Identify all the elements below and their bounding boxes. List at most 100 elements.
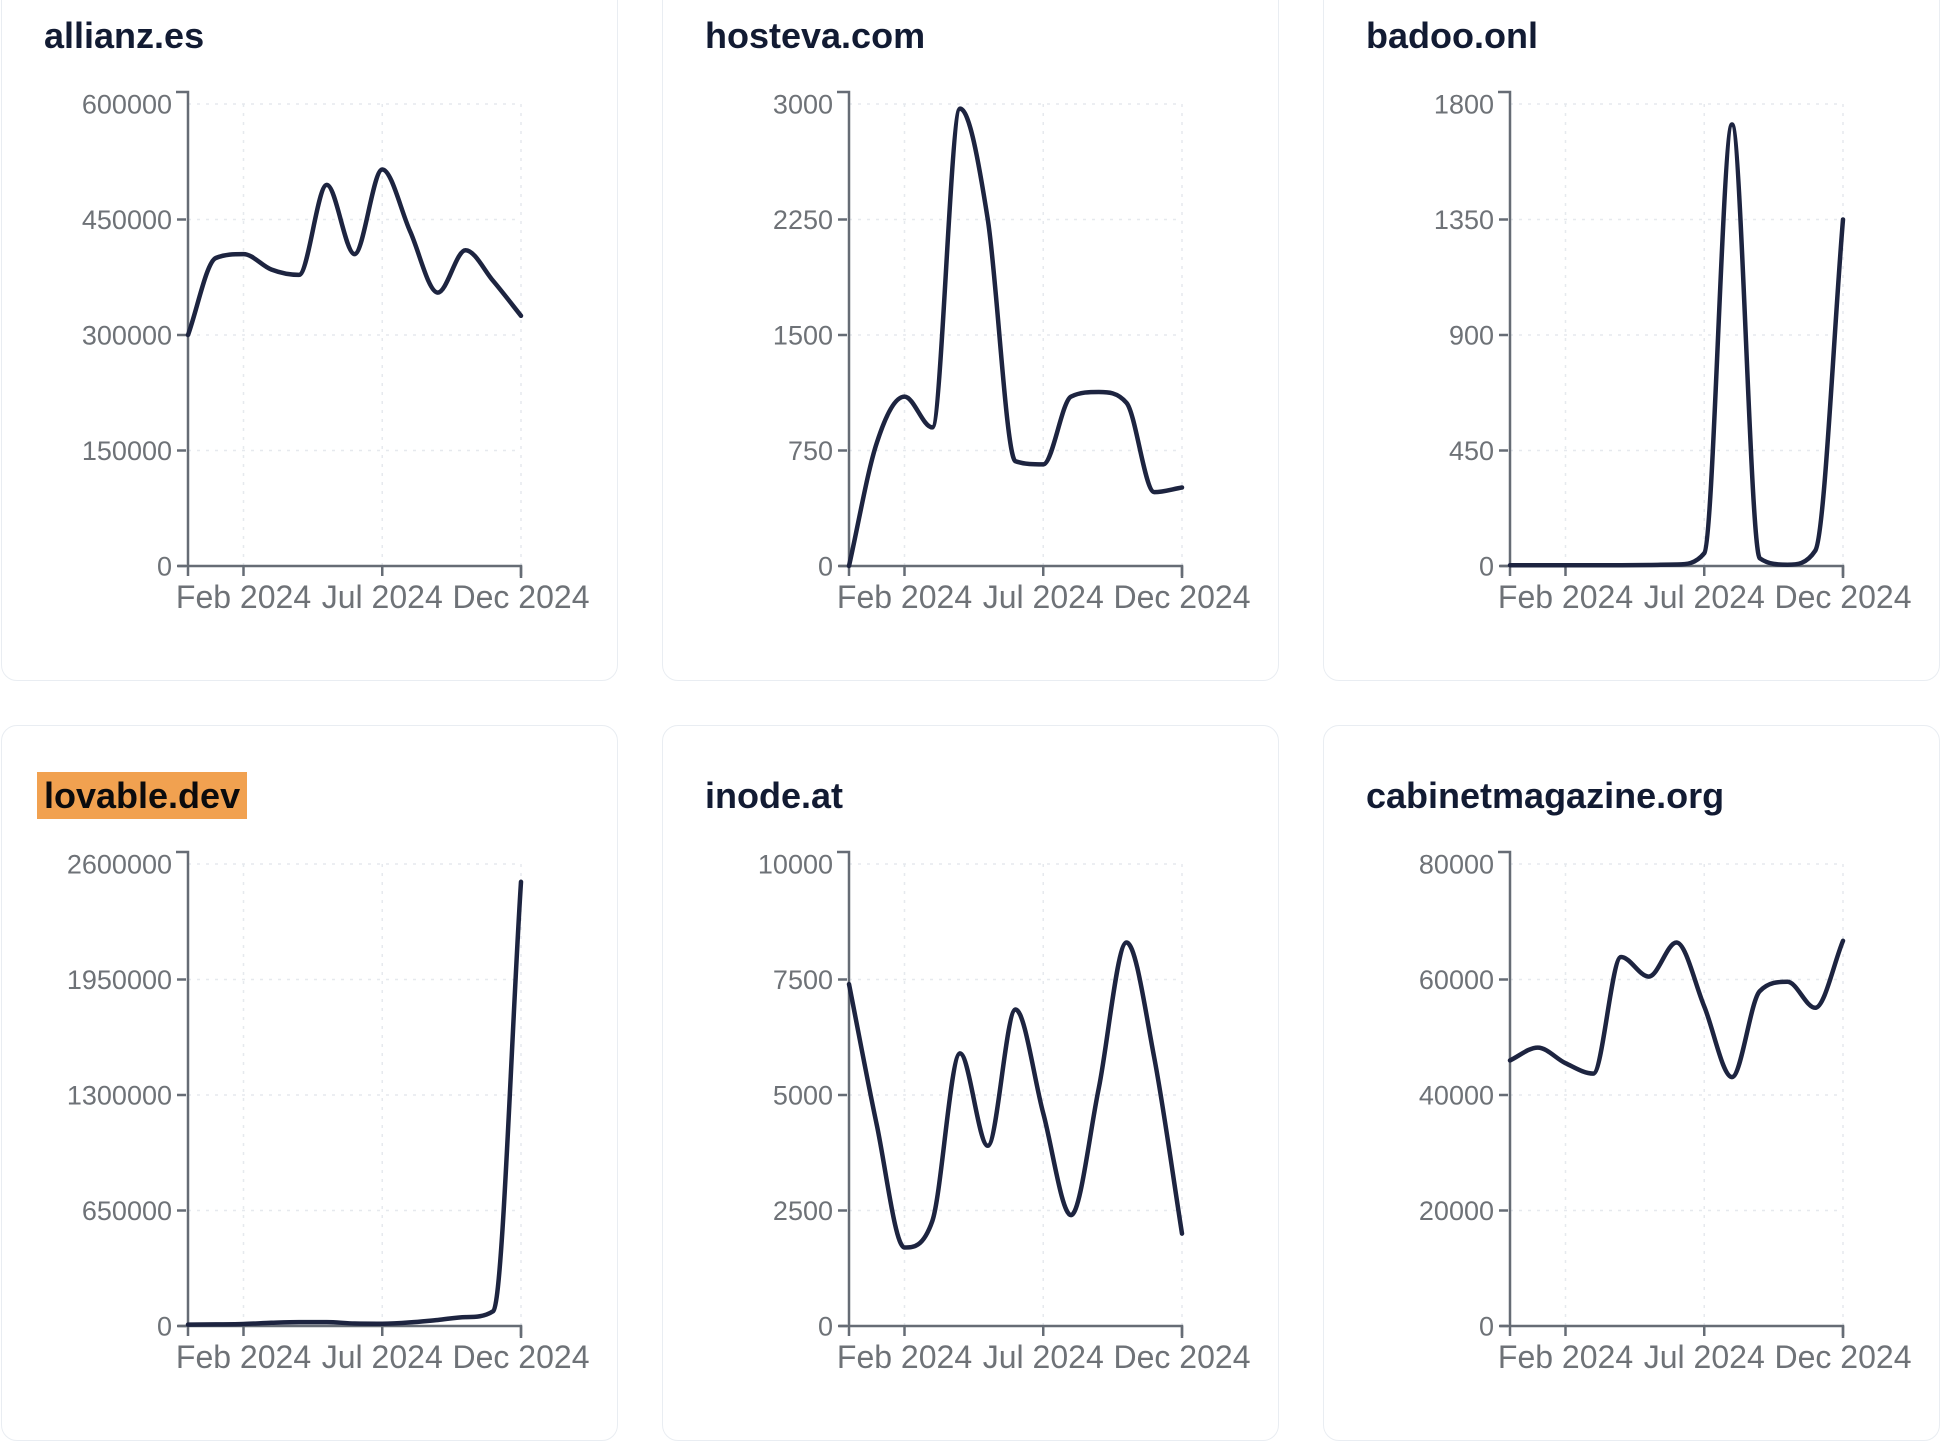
grid-lines — [849, 103, 1183, 566]
chart-title: badoo.onl — [1366, 16, 1538, 56]
line-chart: 0 650000 1300000 1950000 2600000 Feb 2024 Jul … — [67, 849, 590, 1375]
x-tick-labels: Feb 2024 Jul 2024 Dec 2024 — [176, 1339, 590, 1375]
x-tick-label: Feb 2024 — [1498, 1339, 1633, 1375]
y-tick-label: 10000 — [758, 849, 833, 879]
y-tick-label: 2500 — [773, 1196, 833, 1226]
chart-title: cabinetmagazine.org — [1366, 776, 1724, 816]
y-tick-label: 0 — [818, 551, 833, 581]
series-line — [846, 940, 1185, 1250]
y-tick-label: 300000 — [82, 320, 172, 350]
y-tick-label: 2250 — [773, 205, 833, 235]
y-tick-label: 0 — [157, 1311, 172, 1341]
grid-lines — [188, 863, 522, 1326]
y-tick-label: 1800 — [1434, 89, 1494, 119]
line-chart: 0 750 1500 2250 3000 Feb 2024 Jul 2024 Dec 2024 — [773, 89, 1251, 615]
chart-card-cabinetmagazine-org: cabinetmagazine.org 0 20000 40000 60000 8000… — [1323, 725, 1940, 1441]
x-tick-label: Dec 2024 — [1114, 1339, 1251, 1375]
axis — [837, 850, 1184, 1338]
y-tick-labels: 0 450 900 1350 1800 — [1434, 89, 1494, 581]
x-tick-label: Dec 2024 — [1775, 1339, 1912, 1375]
y-tick-label: 20000 — [1419, 1196, 1494, 1226]
chart-card-lovable-dev: lovable.dev 0 650000 1300000 1950000 2600000… — [1, 725, 618, 1441]
chart-title-text-highlighted: lovable.dev — [37, 772, 248, 819]
y-tick-label: 750 — [788, 436, 833, 466]
y-tick-label: 900 — [1449, 320, 1494, 350]
y-tick-label: 1300000 — [67, 1080, 172, 1110]
chart-card-allianz-es: allianz.es 0 150000 300000 450000 600000 Feb … — [1, 0, 618, 681]
grid-lines — [1510, 863, 1844, 1326]
x-tick-label: Feb 2024 — [837, 1339, 972, 1375]
y-axis-line — [176, 90, 190, 576]
y-tick-labels: 0 150000 300000 450000 600000 — [82, 89, 172, 581]
x-tick-label: Feb 2024 — [176, 579, 311, 615]
chart-title: allianz.es — [44, 16, 204, 56]
chart-card-hosteva-com: hosteva.com 0 750 1500 2250 3000 Feb 2024 Jul … — [662, 0, 1279, 681]
chart-title: inode.at — [705, 776, 843, 816]
series-line — [185, 167, 524, 338]
y-tick-label: 40000 — [1419, 1080, 1494, 1110]
y-tick-label: 1500 — [773, 320, 833, 350]
axis — [837, 90, 1184, 578]
series-line — [185, 879, 524, 1327]
x-axis-line — [178, 1324, 523, 1338]
y-tick-labels: 0 650000 1300000 1950000 2600000 — [67, 849, 172, 1341]
x-tick-label: Jul 2024 — [322, 579, 443, 615]
y-tick-label: 0 — [818, 1311, 833, 1341]
y-tick-label: 650000 — [82, 1196, 172, 1226]
chart-card-inode-at: inode.at 0 2500 5000 7500 10000 Feb 2024 Jul 2… — [662, 725, 1279, 1441]
line-chart: 0 20000 40000 60000 80000 Feb 2024 Jul 2024 Dec… — [1419, 849, 1912, 1375]
line-chart: 0 2500 5000 7500 10000 Feb 2024 Jul 2024 Dec 20… — [758, 849, 1251, 1375]
y-tick-labels: 0 20000 40000 60000 80000 — [1419, 849, 1494, 1341]
x-tick-labels: Feb 2024 Jul 2024 Dec 2024 — [1498, 1339, 1912, 1375]
grid-lines — [188, 103, 522, 566]
x-tick-label: Jul 2024 — [983, 579, 1104, 615]
chart-title-text: allianz.es — [44, 15, 205, 56]
axis — [176, 850, 523, 1338]
x-tick-labels: Feb 2024 Jul 2024 Dec 2024 — [176, 579, 590, 615]
y-axis-line — [1498, 90, 1512, 576]
y-tick-label: 60000 — [1419, 965, 1494, 995]
line-chart: 0 450 900 1350 1800 Feb 2024 Jul 2024 Dec 2024 — [1434, 89, 1912, 615]
x-tick-label: Dec 2024 — [1114, 579, 1251, 615]
x-tick-label: Feb 2024 — [837, 579, 972, 615]
chart-title-text: inode.at — [705, 775, 844, 816]
x-tick-labels: Feb 2024 Jul 2024 Dec 2024 — [837, 1339, 1251, 1375]
chart-title-text: badoo.onl — [1366, 15, 1538, 56]
y-tick-label: 0 — [1479, 1311, 1494, 1341]
y-tick-label: 7500 — [773, 965, 833, 995]
y-axis-line — [176, 850, 190, 1336]
x-axis-line — [1500, 1324, 1845, 1338]
grid-lines — [849, 863, 1183, 1326]
x-tick-label: Feb 2024 — [176, 1339, 311, 1375]
x-tick-label: Jul 2024 — [983, 1339, 1104, 1375]
y-tick-labels: 0 750 1500 2250 3000 — [773, 89, 833, 581]
x-tick-label: Jul 2024 — [322, 1339, 443, 1375]
y-axis-line — [1498, 850, 1512, 1336]
x-tick-label: Jul 2024 — [1644, 1339, 1765, 1375]
x-tick-label: Jul 2024 — [1644, 579, 1765, 615]
y-tick-label: 450 — [1449, 436, 1494, 466]
y-tick-label: 5000 — [773, 1080, 833, 1110]
grid-lines — [1510, 103, 1844, 566]
y-tick-label: 2600000 — [67, 849, 172, 879]
x-tick-label: Dec 2024 — [453, 1339, 590, 1375]
series-line — [846, 106, 1185, 569]
y-axis-line — [837, 90, 851, 576]
x-tick-label: Dec 2024 — [1775, 579, 1912, 615]
x-axis-line — [839, 1324, 1184, 1338]
y-tick-label: 0 — [1479, 551, 1494, 581]
y-tick-label: 1950000 — [67, 965, 172, 995]
x-tick-labels: Feb 2024 Jul 2024 Dec 2024 — [837, 579, 1251, 615]
chart-card-badoo-onl: badoo.onl 0 450 900 1350 1800 Feb 2024 Jul 202… — [1323, 0, 1940, 681]
axis — [1498, 850, 1845, 1338]
y-tick-label: 1350 — [1434, 205, 1494, 235]
x-tick-label: Dec 2024 — [453, 579, 590, 615]
x-axis-line — [178, 564, 523, 578]
axis — [176, 90, 523, 578]
x-tick-label: Feb 2024 — [1498, 579, 1633, 615]
chart-title: hosteva.com — [705, 16, 925, 56]
x-axis-line — [1500, 564, 1845, 578]
chart-title-text: hosteva.com — [705, 15, 926, 56]
y-tick-labels: 0 2500 5000 7500 10000 — [758, 849, 833, 1341]
